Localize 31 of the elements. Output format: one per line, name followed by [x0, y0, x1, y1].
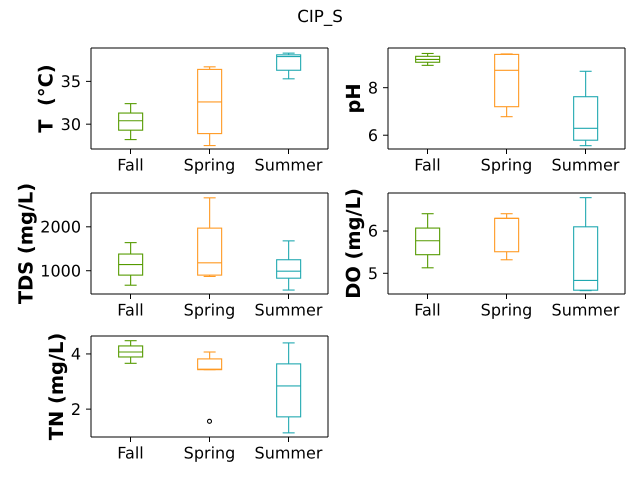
x-tick-label: Spring: [480, 300, 532, 320]
y-tick-label: 5: [368, 264, 378, 283]
y-tick-label: 1000: [40, 261, 81, 280]
y-tick-label: 30: [60, 114, 81, 134]
y-axis-title: TN (mg/L): [44, 332, 68, 440]
x-tick-label: Spring: [184, 300, 236, 320]
y-axis-title: pH: [341, 83, 364, 114]
x-tick-label: Fall: [414, 300, 441, 320]
y-axis-title: T (°C): [34, 64, 58, 133]
y-tick-label: 8: [368, 78, 378, 98]
x-tick-label: Summer: [254, 155, 323, 174]
x-tick-label: Spring: [184, 443, 236, 462]
x-tick-label: Spring: [480, 155, 532, 174]
y-tick-label: 2000: [40, 217, 81, 236]
x-tick-label: Summer: [552, 300, 620, 320]
y-tick-label: 4: [70, 344, 81, 364]
x-tick-label: Fall: [117, 443, 144, 462]
y-axis-title: TDS (mg/L): [14, 182, 37, 304]
x-tick-label: Fall: [117, 300, 144, 320]
y-tick-label: 35: [60, 72, 81, 92]
x-tick-label: Summer: [254, 300, 323, 320]
x-tick-label: Spring: [184, 155, 236, 174]
x-tick-label: Fall: [117, 155, 144, 174]
y-tick-label: 6: [368, 222, 378, 241]
y-axis-title: DO (mg/L): [341, 188, 364, 299]
x-tick-label: Fall: [414, 155, 441, 174]
y-tick-label: 6: [368, 126, 378, 145]
x-tick-label: Summer: [254, 443, 323, 462]
x-tick-label: Summer: [552, 155, 620, 174]
y-tick-label: 2: [70, 400, 81, 419]
chart-title: CIP_S: [297, 6, 343, 26]
